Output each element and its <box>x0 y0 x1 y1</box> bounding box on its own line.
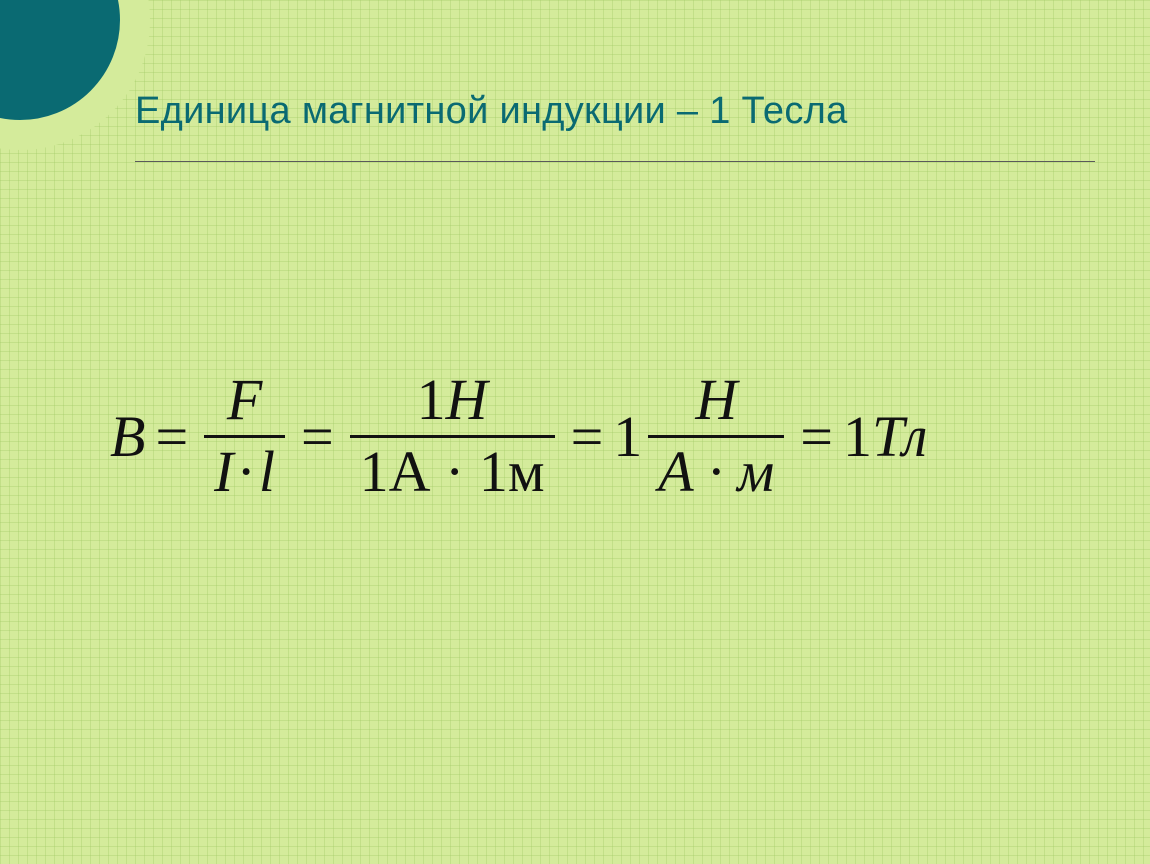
title-block: Единица магнитной индукции – 1 Тесла <box>135 90 1090 162</box>
frac2-num: 1Н <box>407 370 498 431</box>
slide: Единица магнитной индукции – 1 Тесла B =… <box>0 0 1150 864</box>
frac3-bar <box>648 435 784 438</box>
dot-icon: · <box>233 439 258 504</box>
equals-sign: = <box>571 403 604 470</box>
slide-title: Единица магнитной индукции – 1 Тесла <box>135 90 1090 133</box>
rhs-unit: Тл <box>872 404 927 469</box>
corner-accent-circle <box>0 0 150 150</box>
rhs-1: 1 <box>843 404 872 469</box>
frac1-den-I: I <box>214 439 233 504</box>
frac3-den: А · м <box>648 442 784 503</box>
frac1-num: F <box>217 370 272 431</box>
equals-sign: = <box>301 403 334 470</box>
coeff-1: 1 <box>613 403 642 470</box>
frac2-den-text: 1А · 1м <box>360 439 545 504</box>
formula-equation: B = F I·l = 1Н 1А · 1м = 1 Н А · м = <box>110 370 1050 503</box>
frac1-den-l: l <box>259 439 275 504</box>
fraction-N-over-Am: Н А · м <box>648 370 784 503</box>
formula-lhs: B <box>110 403 145 470</box>
frac2-den: 1А · 1м <box>350 442 555 503</box>
frac2-bar <box>350 435 555 438</box>
frac2-num-1: 1 <box>417 367 446 432</box>
fraction-F-over-Il: F I·l <box>204 370 285 503</box>
fraction-1N-over-1A1m: 1Н 1А · 1м <box>350 370 555 503</box>
frac1-den: I·l <box>204 442 285 503</box>
frac1-bar <box>204 435 285 438</box>
equals-sign: = <box>155 403 188 470</box>
title-underline <box>135 161 1095 162</box>
frac3-num: Н <box>685 370 747 431</box>
equals-sign: = <box>800 403 833 470</box>
frac2-num-N: Н <box>446 367 488 432</box>
rhs: 1Тл <box>843 403 927 470</box>
